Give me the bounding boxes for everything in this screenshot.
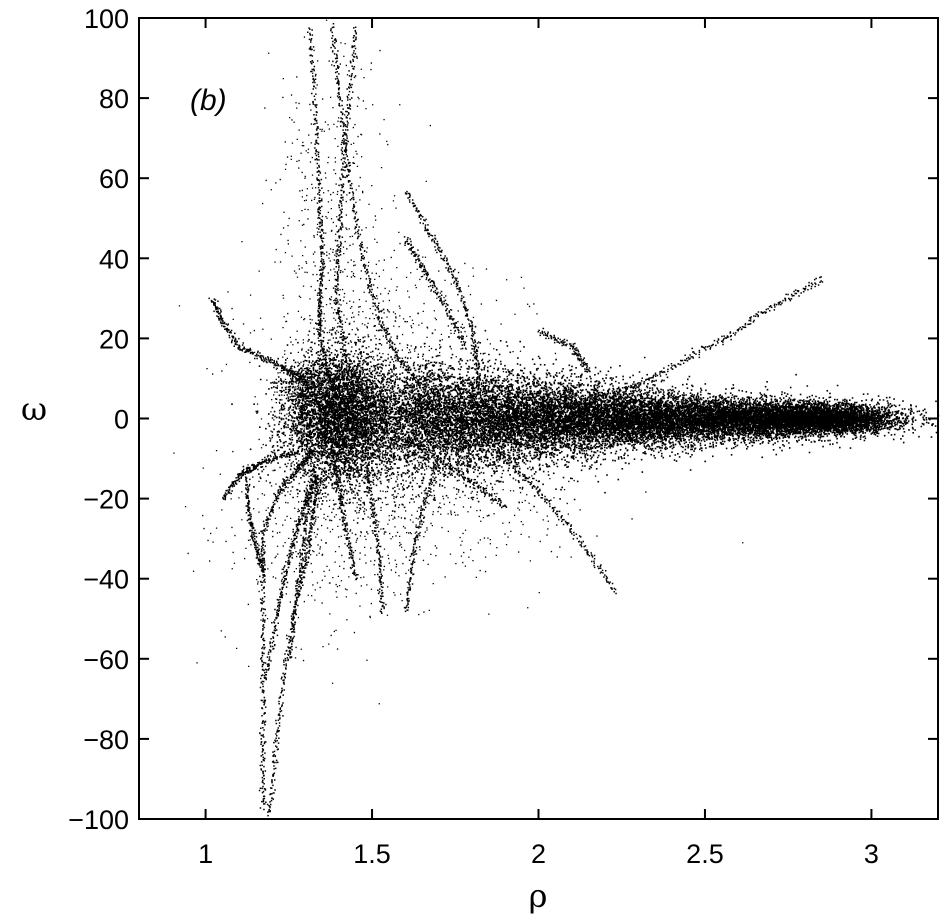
panel-label: (b) [190, 84, 227, 117]
y-tick-label: −80 [83, 725, 129, 755]
y-tick-label: 60 [99, 164, 129, 194]
y-axis-label: ω [21, 390, 47, 428]
y-tick-label: −20 [83, 485, 129, 515]
y-tick-label: 40 [99, 244, 129, 274]
x-tick-label: 3 [864, 839, 879, 869]
y-tick-label: −60 [83, 645, 129, 675]
x-tick-label: 2 [531, 839, 546, 869]
axis-ticks-layer: 1 1.5 2 2.5 3 −100 −80 −60 −40 −20 0 20 40 60 80 100 [68, 4, 938, 869]
x-tick-label: 1.5 [353, 839, 391, 869]
y-tick-label: −100 [68, 805, 129, 835]
x-tick-label: 2.5 [686, 839, 724, 869]
y-tick-label: 80 [99, 84, 129, 114]
scatter-points [173, 19, 940, 817]
y-tick-label: 0 [114, 405, 129, 435]
y-tick-label: 20 [99, 324, 129, 354]
x-axis-label: ρ [529, 877, 548, 915]
y-tick-label: 100 [84, 4, 129, 34]
data-points-layer [173, 19, 940, 817]
x-tick-label: 1 [198, 839, 213, 869]
y-tick-label: −40 [83, 565, 129, 595]
